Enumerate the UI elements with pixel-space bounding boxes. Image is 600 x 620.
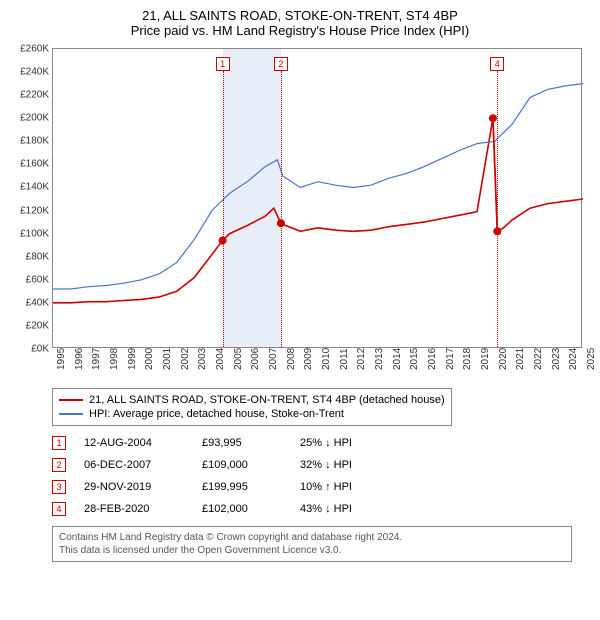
y-tick-label: £20K — [9, 320, 49, 331]
footer-line2: This data is licensed under the Open Gov… — [59, 544, 565, 557]
x-tick-label: 2006 — [250, 348, 261, 370]
x-tick-label: 2003 — [197, 348, 208, 370]
event-date: 06-DEC-2007 — [84, 459, 184, 471]
x-tick-label: 1996 — [74, 348, 85, 370]
event-row: 1 12-AUG-2004 £93,995 25% ↓ HPI — [52, 432, 592, 454]
y-tick-label: £60K — [9, 274, 49, 285]
x-tick-label: 2016 — [427, 348, 438, 370]
event-marker-box: 4 — [490, 57, 504, 71]
series-price_paid — [53, 118, 583, 303]
event-num-box: 3 — [52, 480, 66, 494]
chart-subtitle: Price paid vs. HM Land Registry's House … — [8, 23, 592, 38]
event-num-box: 2 — [52, 458, 66, 472]
chart-container: 21, ALL SAINTS ROAD, STOKE-ON-TRENT, ST4… — [0, 0, 600, 566]
event-date: 12-AUG-2004 — [84, 437, 184, 449]
x-tick-label: 2013 — [374, 348, 385, 370]
y-tick-label: £40K — [9, 297, 49, 308]
x-tick-label: 1999 — [127, 348, 138, 370]
x-tick-label: 2022 — [533, 348, 544, 370]
footer-line1: Contains HM Land Registry data © Crown c… — [59, 531, 565, 544]
x-tick-label: 2008 — [286, 348, 297, 370]
event-row: 3 29-NOV-2019 £199,995 10% ↑ HPI — [52, 476, 592, 498]
x-tick-label: 2021 — [515, 348, 526, 370]
y-tick-label: £200K — [9, 113, 49, 124]
event-marker-line — [497, 71, 498, 347]
x-tick-label: 2000 — [144, 348, 155, 370]
events-table: 1 12-AUG-2004 £93,995 25% ↓ HPI 2 06-DEC-2007… — [52, 432, 592, 520]
plot-svg — [53, 49, 583, 349]
y-tick-label: £80K — [9, 251, 49, 262]
event-pct: 10% ↑ HPI — [300, 481, 400, 493]
legend-row: HPI: Average price, detached house, Stok… — [59, 407, 445, 421]
x-tick-label: 2023 — [551, 348, 562, 370]
event-pct: 25% ↓ HPI — [300, 437, 400, 449]
x-tick-label: 2019 — [480, 348, 491, 370]
event-pct: 32% ↓ HPI — [300, 459, 400, 471]
x-tick-label: 1998 — [109, 348, 120, 370]
event-num-box: 4 — [52, 502, 66, 516]
x-tick-label: 2002 — [180, 348, 191, 370]
x-tick-label: 2024 — [568, 348, 579, 370]
event-date: 29-NOV-2019 — [84, 481, 184, 493]
chart-wrap: £0K £20K £40K £60K £80K £100K £120K £140K £160K £… — [8, 44, 592, 384]
event-row: 4 28-FEB-2020 £102,000 43% ↓ HPI — [52, 498, 592, 520]
event-marker-line — [223, 71, 224, 347]
y-tick-label: £100K — [9, 228, 49, 239]
legend: 21, ALL SAINTS ROAD, STOKE-ON-TRENT, ST4… — [52, 388, 452, 426]
event-price: £102,000 — [202, 503, 282, 515]
event-num-box: 1 — [52, 436, 66, 450]
x-tick-label: 1995 — [56, 348, 67, 370]
y-tick-label: £140K — [9, 182, 49, 193]
y-tick-label: £240K — [9, 67, 49, 78]
y-tick-label: £220K — [9, 90, 49, 101]
y-tick-label: £260K — [9, 44, 49, 55]
x-tick-label: 2017 — [445, 348, 456, 370]
x-tick-label: 2005 — [233, 348, 244, 370]
event-marker-line — [281, 71, 282, 347]
x-tick-label: 2025 — [586, 348, 597, 370]
x-tick-label: 2004 — [215, 348, 226, 370]
legend-label: HPI: Average price, detached house, Stok… — [89, 408, 344, 420]
event-date: 28-FEB-2020 — [84, 503, 184, 515]
x-tick-label: 2010 — [321, 348, 332, 370]
x-tick-label: 2014 — [392, 348, 403, 370]
y-tick-label: £180K — [9, 136, 49, 147]
y-tick-label: £120K — [9, 205, 49, 216]
event-marker-box: 2 — [274, 57, 288, 71]
legend-swatch — [59, 399, 83, 401]
x-tick-label: 2009 — [303, 348, 314, 370]
event-row: 2 06-DEC-2007 £109,000 32% ↓ HPI — [52, 454, 592, 476]
event-price: £199,995 — [202, 481, 282, 493]
x-tick-label: 2020 — [498, 348, 509, 370]
y-tick-label: £0K — [9, 344, 49, 355]
footer-note: Contains HM Land Registry data © Crown c… — [52, 526, 572, 562]
chart-title: 21, ALL SAINTS ROAD, STOKE-ON-TRENT, ST4… — [8, 8, 592, 23]
x-tick-label: 2001 — [162, 348, 173, 370]
legend-swatch — [59, 413, 83, 415]
x-tick-label: 2015 — [409, 348, 420, 370]
x-tick-label: 2007 — [268, 348, 279, 370]
event-marker-box: 1 — [216, 57, 230, 71]
y-tick-label: £160K — [9, 159, 49, 170]
x-tick-label: 2011 — [339, 348, 350, 370]
event-pct: 43% ↓ HPI — [300, 503, 400, 515]
x-tick-label: 2018 — [462, 348, 473, 370]
legend-label: 21, ALL SAINTS ROAD, STOKE-ON-TRENT, ST4… — [89, 394, 445, 406]
x-tick-label: 2012 — [356, 348, 367, 370]
event-price: £93,995 — [202, 437, 282, 449]
event-price: £109,000 — [202, 459, 282, 471]
plot-area: £0K£20K£40K£60K£80K£100K£120K£140K£160K£… — [52, 48, 582, 348]
legend-row: 21, ALL SAINTS ROAD, STOKE-ON-TRENT, ST4… — [59, 393, 445, 407]
x-tick-label: 1997 — [91, 348, 102, 370]
series-hpi — [53, 84, 583, 289]
